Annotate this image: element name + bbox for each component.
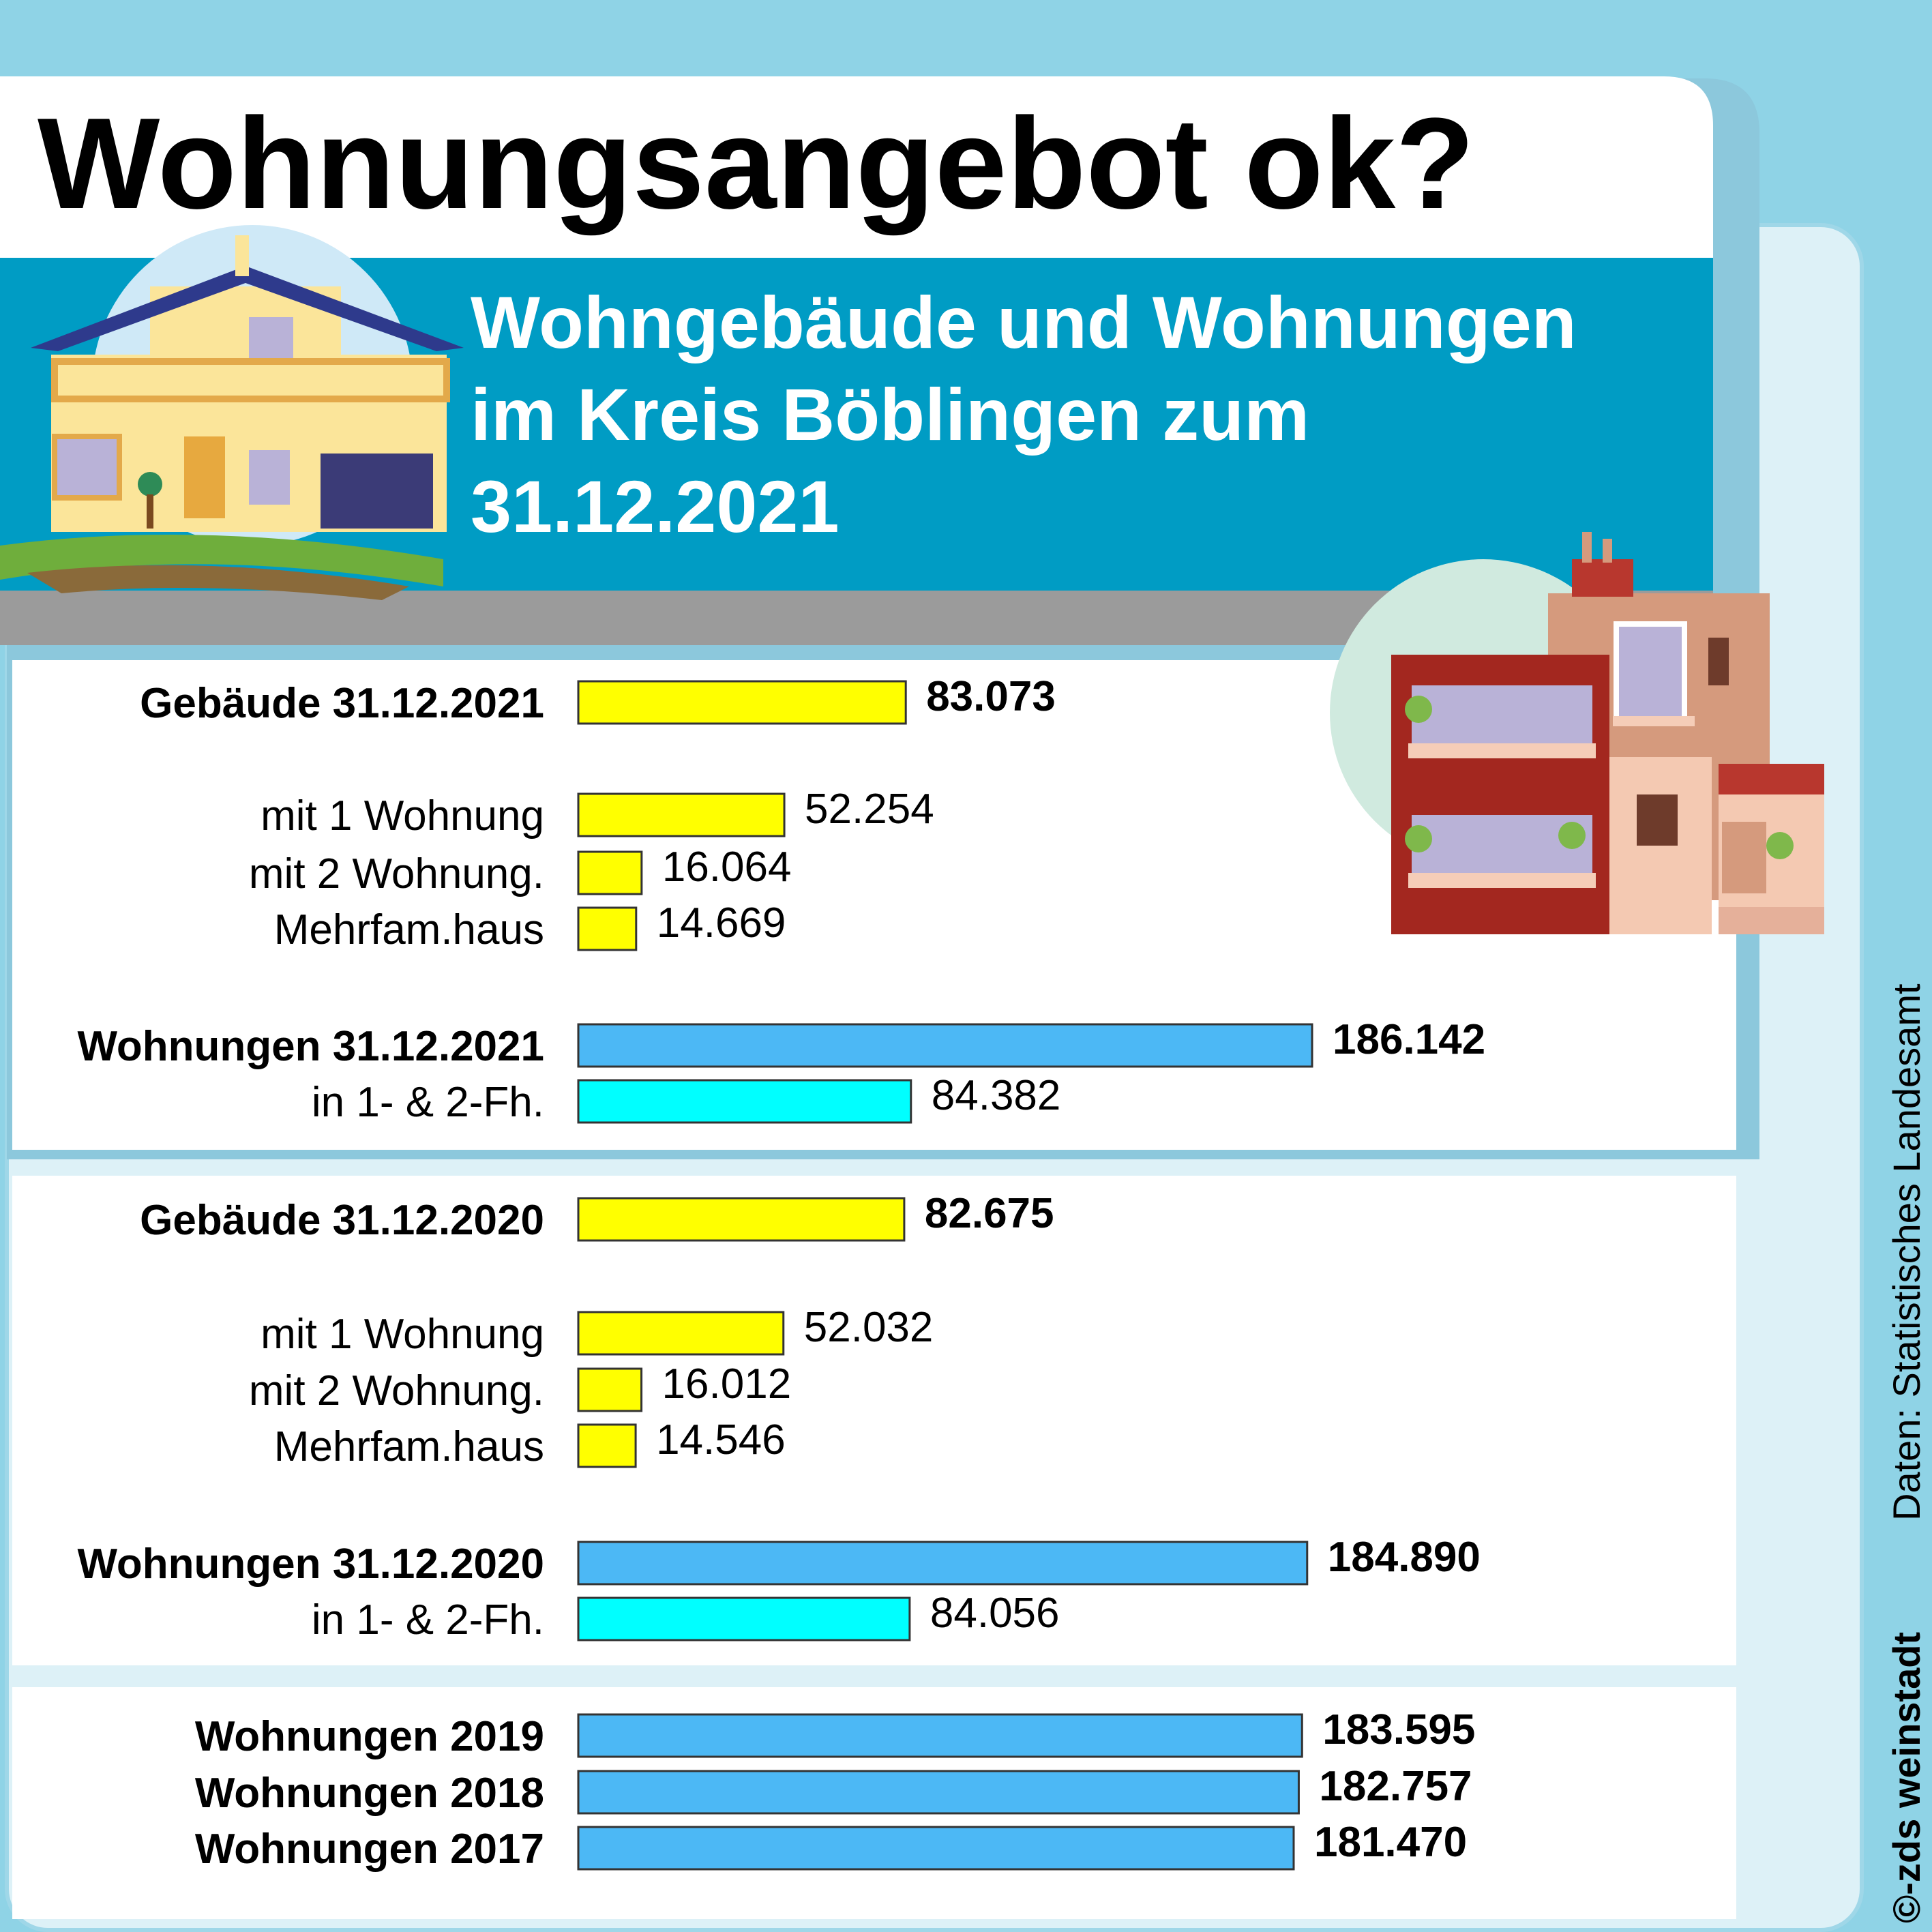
value-label: 52.032 bbox=[804, 1304, 934, 1351]
bar-rows: Gebäude 31.12.2021 83.073 mit 1 Wohnung 52.… bbox=[77, 673, 1485, 1873]
value-label: 14.669 bbox=[657, 900, 786, 947]
row-label: Gebäude 31.12.2020 bbox=[140, 1197, 544, 1244]
subtitle-line-2: im Kreis Böblingen zum bbox=[471, 373, 1309, 456]
row-label: in 1- & 2-Fh. bbox=[312, 1079, 544, 1126]
house-illustration bbox=[0, 225, 464, 600]
bar-wohnungen bbox=[577, 1713, 1303, 1758]
row-label: Mehrfam.haus bbox=[274, 906, 544, 953]
value-label: 183.595 bbox=[1322, 1706, 1475, 1753]
row-label: mit 1 Wohnung bbox=[261, 1311, 544, 1358]
bar-wohnungen bbox=[577, 1023, 1313, 1068]
value-label: 82.675 bbox=[925, 1190, 1054, 1237]
row-label: Mehrfam.haus bbox=[274, 1423, 544, 1470]
page-title: Wohnungsangebot ok? bbox=[38, 91, 1474, 236]
row-label: mit 1 Wohnung bbox=[261, 792, 544, 839]
value-label: 16.012 bbox=[662, 1361, 792, 1408]
row-label: Wohnungen 2019 bbox=[195, 1713, 544, 1760]
value-label: 83.073 bbox=[926, 673, 1056, 720]
row-label: mit 2 Wohnung. bbox=[249, 850, 544, 897]
row-label: Wohnungen 2017 bbox=[195, 1826, 544, 1873]
value-label: 52.254 bbox=[805, 786, 934, 833]
bar-gebaeude bbox=[577, 792, 786, 837]
value-label: 186.142 bbox=[1333, 1016, 1485, 1063]
bar-gebaeude bbox=[577, 850, 643, 895]
bar-gebaeude bbox=[577, 1197, 906, 1242]
bar-wohnungen bbox=[577, 1541, 1309, 1586]
subtitle-line-1: Wohngebäude und Wohnungen bbox=[471, 281, 1577, 363]
row-label: Wohnungen 31.12.2020 bbox=[77, 1541, 544, 1588]
value-label: 16.064 bbox=[662, 844, 792, 891]
row-label: in 1- & 2-Fh. bbox=[312, 1596, 544, 1644]
bar-wohnungen bbox=[577, 1826, 1295, 1871]
value-label: 181.470 bbox=[1314, 1819, 1467, 1866]
row-label: Gebäude 31.12.2021 bbox=[140, 680, 544, 727]
value-label: 84.056 bbox=[930, 1590, 1060, 1637]
bar-fh bbox=[577, 1079, 912, 1124]
source-note: Daten: Statistisches Landesamt bbox=[1885, 983, 1928, 1521]
subtitle-line-3: 31.12.2021 bbox=[471, 465, 839, 548]
panel-2020 bbox=[12, 1176, 1736, 1665]
bar-gebaeude bbox=[577, 1367, 643, 1412]
value-label: 84.382 bbox=[932, 1072, 1061, 1119]
bar-gebaeude bbox=[577, 680, 907, 725]
bar-gebaeude bbox=[577, 1423, 637, 1468]
row-label: Wohnungen 2018 bbox=[195, 1770, 544, 1817]
title-panel bbox=[0, 76, 1713, 261]
value-label: 184.890 bbox=[1328, 1534, 1481, 1581]
bar-gebaeude bbox=[577, 906, 638, 951]
value-label: 182.757 bbox=[1319, 1763, 1472, 1810]
bar-gebaeude bbox=[577, 1311, 785, 1356]
value-label: 14.546 bbox=[656, 1416, 786, 1463]
credit-note: ©-zds weinstadt bbox=[1885, 1632, 1928, 1923]
row-label: mit 2 Wohnung. bbox=[249, 1367, 544, 1414]
bar-wohnungen bbox=[577, 1770, 1300, 1815]
bar-fh bbox=[577, 1596, 911, 1641]
apartment-illustration bbox=[1330, 532, 1824, 934]
row-label: Wohnungen 31.12.2021 bbox=[77, 1023, 544, 1070]
